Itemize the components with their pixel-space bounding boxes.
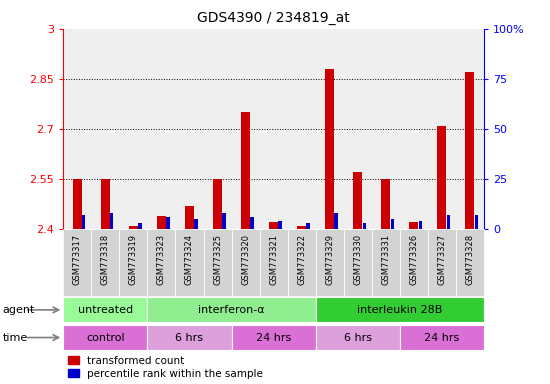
Text: interferon-α: interferon-α	[198, 305, 265, 315]
FancyBboxPatch shape	[316, 229, 344, 296]
FancyBboxPatch shape	[456, 229, 484, 296]
Bar	[288, 29, 316, 229]
Text: GSM773320: GSM773320	[241, 233, 250, 285]
FancyBboxPatch shape	[175, 229, 204, 296]
Text: untreated: untreated	[78, 305, 133, 315]
FancyBboxPatch shape	[316, 325, 400, 350]
Text: control: control	[86, 333, 125, 343]
Text: GSM773328: GSM773328	[465, 233, 475, 285]
FancyBboxPatch shape	[147, 229, 175, 296]
Bar	[91, 29, 119, 229]
Bar	[269, 222, 278, 229]
FancyBboxPatch shape	[147, 325, 232, 350]
Bar	[185, 205, 194, 229]
Bar	[129, 225, 138, 229]
Bar	[260, 29, 288, 229]
Bar	[147, 29, 175, 229]
Text: GDS4390 / 234819_at: GDS4390 / 234819_at	[197, 12, 350, 25]
Text: time: time	[3, 333, 28, 343]
FancyBboxPatch shape	[428, 229, 456, 296]
Bar	[101, 179, 110, 229]
Bar	[63, 29, 91, 229]
Text: GSM773326: GSM773326	[409, 233, 419, 285]
Text: GSM773327: GSM773327	[437, 233, 447, 285]
Bar	[437, 126, 447, 229]
FancyBboxPatch shape	[204, 229, 232, 296]
Bar	[73, 179, 82, 229]
Bar	[278, 221, 282, 229]
Bar	[316, 29, 344, 229]
Bar	[166, 217, 169, 229]
Bar	[372, 29, 400, 229]
FancyBboxPatch shape	[119, 229, 147, 296]
Bar	[334, 213, 338, 229]
Bar	[82, 215, 85, 229]
FancyBboxPatch shape	[91, 229, 119, 296]
Text: GSM773318: GSM773318	[101, 233, 110, 285]
FancyBboxPatch shape	[260, 229, 288, 296]
FancyBboxPatch shape	[63, 229, 91, 296]
FancyBboxPatch shape	[400, 229, 428, 296]
Text: GSM773329: GSM773329	[325, 233, 334, 285]
Bar	[362, 223, 366, 229]
Text: GSM773323: GSM773323	[157, 233, 166, 285]
Bar	[381, 179, 390, 229]
Text: GSM773319: GSM773319	[129, 233, 138, 285]
FancyBboxPatch shape	[147, 298, 316, 322]
Bar	[390, 219, 394, 229]
Text: GSM773331: GSM773331	[381, 233, 390, 285]
Text: 24 hrs: 24 hrs	[256, 333, 292, 343]
Text: 6 hrs: 6 hrs	[175, 333, 204, 343]
FancyBboxPatch shape	[232, 325, 316, 350]
Text: GSM773322: GSM773322	[297, 233, 306, 285]
Text: agent: agent	[3, 305, 35, 315]
Text: GSM773325: GSM773325	[213, 233, 222, 285]
FancyBboxPatch shape	[63, 325, 147, 350]
Bar	[306, 223, 310, 229]
Bar	[194, 219, 197, 229]
Bar	[119, 29, 147, 229]
FancyBboxPatch shape	[316, 298, 484, 322]
Bar	[475, 215, 478, 229]
Bar	[344, 29, 372, 229]
Bar	[175, 29, 204, 229]
Bar	[456, 29, 484, 229]
Bar	[353, 172, 362, 229]
Bar	[250, 217, 254, 229]
Bar	[213, 179, 222, 229]
FancyBboxPatch shape	[232, 229, 260, 296]
Legend: transformed count, percentile rank within the sample: transformed count, percentile rank withi…	[68, 356, 263, 379]
Text: 6 hrs: 6 hrs	[344, 333, 372, 343]
Bar	[110, 213, 113, 229]
Bar	[428, 29, 456, 229]
Bar	[409, 222, 419, 229]
Bar	[232, 29, 260, 229]
Bar	[157, 215, 166, 229]
FancyBboxPatch shape	[344, 229, 372, 296]
Bar	[447, 215, 450, 229]
Text: 24 hrs: 24 hrs	[424, 333, 460, 343]
Bar	[222, 213, 226, 229]
Text: interleukin 28B: interleukin 28B	[357, 305, 443, 315]
Bar	[138, 223, 141, 229]
Bar	[297, 225, 306, 229]
Bar	[465, 73, 475, 229]
Text: GSM773324: GSM773324	[185, 233, 194, 285]
FancyBboxPatch shape	[288, 229, 316, 296]
Text: GSM773317: GSM773317	[73, 233, 82, 285]
Bar	[325, 69, 334, 229]
Text: GSM773321: GSM773321	[269, 233, 278, 285]
Bar	[204, 29, 232, 229]
Bar	[400, 29, 428, 229]
FancyBboxPatch shape	[372, 229, 400, 296]
Bar	[241, 113, 250, 229]
Bar	[419, 221, 422, 229]
FancyBboxPatch shape	[400, 325, 484, 350]
FancyBboxPatch shape	[63, 298, 147, 322]
Text: GSM773330: GSM773330	[353, 233, 362, 285]
